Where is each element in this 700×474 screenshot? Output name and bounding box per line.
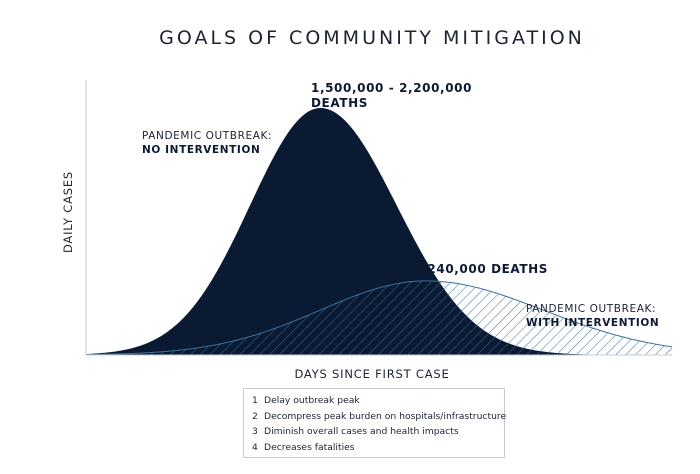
- goal-item: 3 Diminish overall cases and health impa…: [252, 424, 496, 440]
- goal-number: 1: [252, 395, 258, 407]
- goals-list: 1 Delay outbreak peak 2 Decompress peak …: [243, 388, 506, 458]
- annotation-with-intervention-label-line1: PANDEMIC OUTBREAK:: [526, 303, 656, 315]
- annotation-no-intervention-deaths: 1,500,000 - 2,200,000 DEATHS: [311, 77, 477, 110]
- goal-number: 4: [252, 441, 258, 453]
- goal-number: 3: [252, 426, 258, 438]
- y-axis-label: DAILY CASES: [61, 171, 75, 253]
- annotation-no-intervention-label: PANDEMIC OUTBREAK: NO INTERVENTION: [142, 124, 277, 156]
- annotation-with-intervention-label-line2: WITH INTERVENTION: [526, 317, 659, 329]
- annotation-no-intervention-label-line2: NO INTERVENTION: [142, 144, 260, 156]
- annotation-no-intervention-deaths-line1: 1,500,000 - 2,200,000: [311, 81, 472, 95]
- annotation-with-intervention-deaths: 100-240,000 DEATHS: [395, 262, 548, 276]
- annotation-no-intervention-deaths-line2: DEATHS: [311, 96, 368, 110]
- annotation-with-intervention-label: PANDEMIC OUTBREAK: WITH INTERVENTION: [526, 297, 661, 329]
- goal-text: Decompress peak burden on hospitals/infr…: [264, 410, 507, 422]
- goal-text: Delay outbreak peak: [264, 395, 360, 407]
- series-no-intervention-area: [86, 108, 672, 355]
- series-with-intervention-line: [85, 280, 673, 356]
- goal-text: Decreases fatalities: [264, 441, 355, 453]
- x-axis-label: DAYS SINCE FIRST CASE: [294, 367, 449, 381]
- goal-text: Diminish overall cases and health impact…: [264, 426, 459, 438]
- goal-item: 1 Delay outbreak peak: [252, 393, 496, 409]
- chart-title: GOALS OF COMMUNITY MITIGATION: [159, 27, 585, 49]
- goal-item: 2 Decompress peak burden on hospitals/in…: [252, 409, 506, 425]
- plot-area: [85, 108, 673, 356]
- goal-number: 2: [252, 410, 258, 422]
- goal-item: 4 Decreases fatalities: [252, 440, 496, 456]
- annotation-no-intervention-label-line1: PANDEMIC OUTBREAK:: [142, 130, 272, 142]
